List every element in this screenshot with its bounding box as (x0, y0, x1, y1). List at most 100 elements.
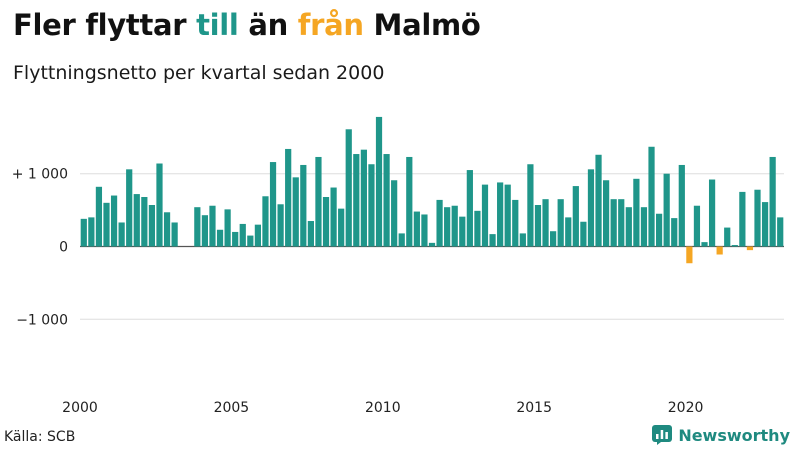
bar (375, 116, 383, 247)
bar (777, 217, 784, 247)
bar (398, 233, 405, 247)
y-tick-label: + 1 000 (12, 167, 68, 183)
bar (633, 178, 640, 247)
bar (444, 207, 451, 247)
bar (459, 216, 466, 247)
bar (247, 235, 254, 247)
bar (118, 222, 125, 247)
x-tick-label: 2010 (365, 400, 401, 416)
bar (769, 156, 776, 247)
bar (148, 205, 156, 247)
bar (322, 197, 330, 247)
y-tick-label: 0 (59, 240, 68, 256)
bar (201, 215, 209, 247)
bar (481, 184, 489, 247)
bar (103, 202, 110, 247)
bar (156, 163, 163, 247)
chart-subtitle: Flyttningsnetto per kvartal sedan 2000 (13, 62, 385, 84)
bar (216, 229, 224, 247)
y-tick-label: −1 000 (16, 312, 68, 328)
bar (708, 179, 716, 247)
bar (171, 222, 178, 247)
bar (731, 245, 738, 247)
bar (95, 186, 103, 247)
bar (80, 218, 87, 247)
bar (307, 221, 314, 247)
bar (648, 146, 655, 247)
bar (542, 199, 549, 247)
chart-title: Fler flyttar till än från Malmö (13, 8, 481, 42)
x-tick-label: 2015 (516, 400, 552, 416)
x-tick-label: 2020 (668, 400, 704, 416)
source-label: Källa: SCB (4, 429, 76, 445)
bar (353, 154, 360, 247)
bar (209, 205, 216, 247)
x-tick-label: 2005 (214, 400, 250, 416)
bar (671, 218, 678, 247)
bar (746, 246, 754, 251)
bar (428, 242, 436, 247)
bar (761, 202, 769, 247)
title-part-3: än (238, 8, 298, 42)
bar (663, 173, 670, 247)
bar (194, 207, 201, 247)
bar (701, 242, 708, 247)
bar (497, 182, 504, 247)
bar (580, 221, 587, 247)
bar (436, 199, 443, 247)
bar (345, 129, 352, 247)
bar (368, 164, 375, 247)
bar (292, 177, 299, 247)
bar (739, 191, 746, 247)
bar (504, 184, 511, 247)
bar-chart-logo-icon (652, 425, 673, 445)
bar (413, 211, 420, 247)
bar (587, 169, 595, 247)
bar (110, 195, 118, 247)
bar (315, 156, 322, 247)
title-part-5: Malmö (363, 8, 481, 42)
bar (360, 149, 367, 247)
bar (572, 186, 579, 247)
bar (754, 189, 761, 247)
bar (550, 231, 557, 247)
bar (285, 148, 292, 247)
bar (406, 156, 413, 247)
title-keyword-fran: från (297, 8, 364, 42)
bar (126, 169, 133, 247)
bar (693, 205, 701, 247)
bar (595, 154, 602, 247)
bar (519, 233, 526, 247)
bar (300, 164, 307, 247)
bar (383, 154, 390, 247)
bar (451, 205, 458, 247)
bar (724, 227, 731, 247)
newsworthy-brand[interactable]: Newsworthy (652, 425, 790, 445)
bar (640, 207, 648, 247)
bar (512, 199, 519, 247)
title-keyword-till: till (196, 8, 239, 42)
bar (466, 170, 473, 247)
brand-name: Newsworthy (678, 425, 790, 445)
bar (232, 231, 239, 247)
bar (557, 199, 564, 247)
bar (88, 217, 95, 247)
bar (391, 180, 398, 247)
bar (239, 223, 246, 247)
bar (686, 246, 693, 264)
bar (254, 224, 261, 247)
bar (277, 204, 284, 247)
bar (489, 234, 496, 247)
bar (565, 217, 572, 247)
bar (141, 197, 148, 247)
bar (534, 205, 542, 247)
bar (269, 162, 277, 247)
x-tick-label: 2000 (62, 400, 98, 416)
bar (133, 194, 140, 247)
bar (262, 196, 269, 247)
bar (338, 208, 345, 247)
bar (716, 246, 723, 255)
title-part-1: Fler flyttar (13, 8, 197, 42)
bar (603, 180, 610, 247)
bar (421, 214, 428, 247)
